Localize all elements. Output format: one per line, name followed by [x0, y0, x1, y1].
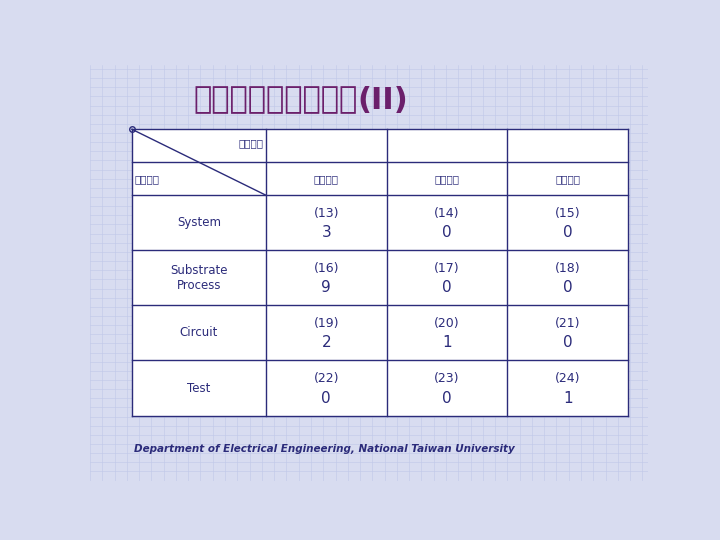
Text: (13): (13) [313, 207, 339, 220]
Text: 0: 0 [442, 391, 451, 406]
Bar [132, 129, 629, 416]
Text: (II): (II) [358, 86, 408, 114]
Text: Test: Test [187, 382, 210, 395]
Text: 0: 0 [563, 335, 572, 350]
Text: (15): (15) [555, 207, 581, 220]
Text: 0: 0 [563, 280, 572, 295]
Text: (14): (14) [434, 207, 459, 220]
Text: (22): (22) [313, 373, 339, 386]
Text: Department of Electrical Engineering, National Taiwan University: Department of Electrical Engineering, Na… [134, 444, 515, 455]
Text: System: System [177, 217, 221, 230]
Text: Circuit: Circuit [180, 327, 218, 340]
Text: (16): (16) [313, 262, 339, 275]
Text: (21): (21) [555, 317, 580, 330]
Text: 專利內容: 專利內容 [238, 139, 263, 148]
Text: 3: 3 [321, 225, 331, 240]
Text: 0: 0 [442, 280, 451, 295]
Text: 1: 1 [442, 335, 451, 350]
Text: (24): (24) [555, 373, 580, 386]
Text: 0: 0 [321, 391, 331, 406]
Text: 1: 1 [563, 391, 572, 406]
Text: 0: 0 [563, 225, 572, 240]
Text: 各類製程: 各類製程 [314, 174, 339, 184]
Text: 2: 2 [321, 335, 331, 350]
Text: 專利地圖欄位統計表: 專利地圖欄位統計表 [194, 86, 358, 114]
Text: 0: 0 [442, 225, 451, 240]
Text: Substrate
Process: Substrate Process [170, 264, 228, 292]
Text: (23): (23) [434, 373, 459, 386]
Text: 元件結構: 元件結構 [434, 174, 459, 184]
Text: (18): (18) [555, 262, 581, 275]
Text: 9: 9 [321, 280, 331, 295]
Text: 專利用途: 專利用途 [135, 174, 160, 184]
Text: (17): (17) [434, 262, 460, 275]
Text: 物理特性: 物理特性 [555, 174, 580, 184]
Text: (20): (20) [434, 317, 460, 330]
Text: (19): (19) [313, 317, 339, 330]
